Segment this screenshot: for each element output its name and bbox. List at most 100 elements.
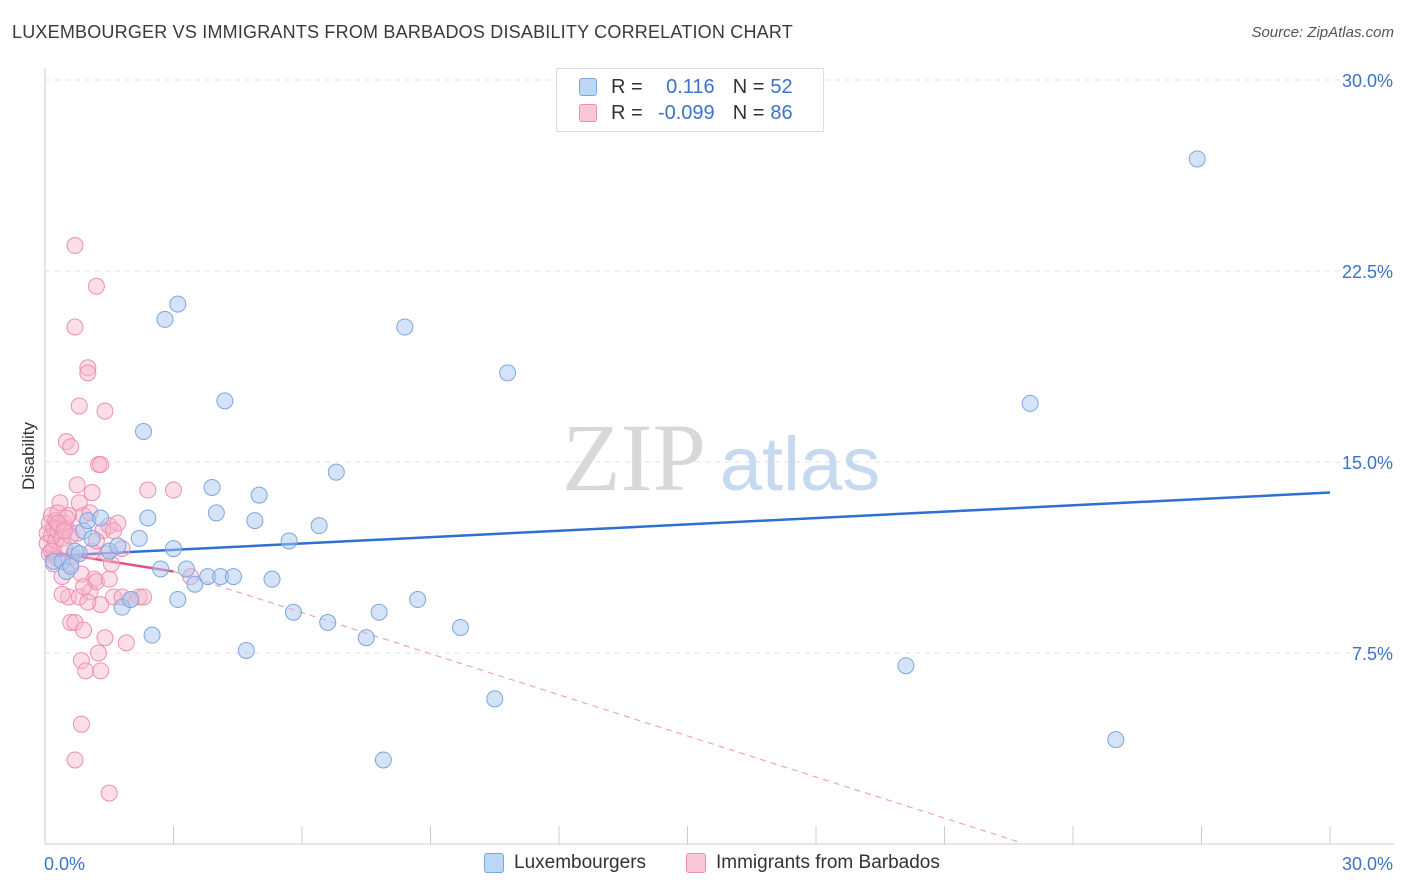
data-point-barbados bbox=[55, 522, 73, 540]
data-point-barbados bbox=[92, 662, 110, 680]
watermark: ZIP atlas bbox=[562, 404, 880, 511]
data-point-luxembourgers bbox=[310, 517, 328, 535]
data-point-luxembourgers bbox=[357, 629, 375, 647]
watermark-zip: ZIP bbox=[562, 404, 706, 511]
data-point-luxembourgers bbox=[319, 613, 337, 631]
data-point-barbados bbox=[66, 751, 84, 769]
data-point-barbados bbox=[49, 504, 67, 522]
data-point-barbados bbox=[72, 715, 90, 733]
data-point-luxembourgers bbox=[396, 318, 414, 336]
data-point-luxembourgers bbox=[152, 560, 170, 578]
data-point-barbados bbox=[62, 613, 80, 631]
data-point-luxembourgers bbox=[70, 545, 88, 563]
data-point-luxembourgers bbox=[156, 310, 174, 328]
legend-r-value: 0.116 bbox=[666, 75, 715, 98]
data-point-barbados bbox=[90, 644, 108, 662]
data-point-barbados bbox=[87, 573, 105, 591]
data-point-barbados bbox=[66, 318, 84, 336]
data-point-barbados bbox=[75, 578, 93, 596]
grid-lines bbox=[45, 79, 1394, 654]
points-luxembourgers bbox=[45, 150, 1206, 769]
data-point-luxembourgers bbox=[1021, 394, 1039, 412]
tick-labels: 7.5% 15.0% 22.5% 30.0% 0.0% 30.0% bbox=[44, 71, 1393, 874]
legend-r-label: R = bbox=[611, 75, 643, 98]
data-point-barbados bbox=[100, 570, 118, 588]
data-point-barbados bbox=[79, 359, 97, 377]
data-point-luxembourgers bbox=[135, 422, 153, 440]
data-point-barbados bbox=[87, 277, 105, 295]
legend-row-luxembourgers: R = 0.116 N = 52 bbox=[579, 74, 793, 100]
data-point-barbados bbox=[77, 662, 95, 680]
data-point-luxembourgers bbox=[177, 560, 195, 578]
data-point-barbados bbox=[96, 402, 114, 420]
data-point-luxembourgers bbox=[186, 575, 204, 593]
data-point-luxembourgers bbox=[139, 509, 157, 527]
data-point-luxembourgers bbox=[374, 751, 392, 769]
data-point-luxembourgers bbox=[263, 570, 281, 588]
data-point-barbados bbox=[70, 588, 88, 606]
series-legend-luxembourgers[interactable]: Luxembourgers bbox=[484, 852, 646, 874]
axes bbox=[44, 68, 1394, 845]
x-tick-label: 0.0% bbox=[44, 854, 85, 874]
data-point-luxembourgers bbox=[83, 529, 101, 547]
data-point-luxembourgers bbox=[92, 509, 110, 527]
data-point-luxembourgers bbox=[1107, 731, 1125, 749]
data-point-luxembourgers bbox=[486, 690, 504, 708]
y-tick-label: 7.5% bbox=[1352, 644, 1393, 664]
data-point-luxembourgers bbox=[109, 537, 127, 555]
series-legend: Luxembourgers Immigrants from Barbados bbox=[0, 850, 1406, 878]
data-point-barbados bbox=[165, 481, 182, 499]
y-tick-label: 30.0% bbox=[1342, 71, 1393, 91]
data-point-luxembourgers bbox=[237, 641, 255, 659]
data-point-luxembourgers bbox=[224, 568, 242, 586]
trend-lines bbox=[44, 491, 1331, 843]
data-point-luxembourgers bbox=[409, 591, 427, 609]
data-point-barbados bbox=[72, 652, 90, 670]
data-point-luxembourgers bbox=[250, 486, 268, 504]
legend-n-label: N = bbox=[732, 101, 765, 124]
trend-line-luxembourgers bbox=[44, 491, 1331, 558]
data-point-luxembourgers bbox=[165, 540, 182, 558]
x-tick-label: 30.0% bbox=[1342, 854, 1393, 874]
data-point-barbados bbox=[70, 397, 88, 415]
data-point-luxembourgers bbox=[451, 619, 469, 637]
data-point-luxembourgers bbox=[246, 512, 264, 530]
data-point-luxembourgers bbox=[207, 504, 225, 522]
data-point-barbados bbox=[100, 784, 118, 802]
correlation-legend: R = 0.116 N = 52 R = -0.099 N = 86 bbox=[556, 68, 824, 132]
trend-line-barbados-extended bbox=[173, 570, 1018, 843]
data-point-barbados bbox=[53, 585, 71, 603]
series-label-barbados: Immigrants from Barbados bbox=[716, 852, 940, 873]
data-point-barbados bbox=[139, 481, 157, 499]
legend-r-label: R = bbox=[611, 101, 643, 124]
data-point-barbados bbox=[79, 593, 97, 611]
series-swatch-pink bbox=[686, 853, 706, 873]
data-point-luxembourgers bbox=[897, 657, 915, 675]
points-barbados bbox=[38, 237, 200, 802]
data-point-barbados bbox=[66, 237, 84, 255]
data-point-barbados bbox=[83, 484, 101, 502]
legend-n-value: 52 bbox=[770, 75, 793, 98]
y-tick-label: 22.5% bbox=[1342, 262, 1393, 282]
legend-swatch-pink bbox=[579, 104, 597, 122]
data-point-luxembourgers bbox=[216, 392, 234, 410]
data-point-luxembourgers bbox=[169, 591, 187, 609]
legend-row-barbados: R = -0.099 N = 86 bbox=[579, 100, 793, 126]
data-point-luxembourgers bbox=[370, 603, 388, 621]
data-point-barbados bbox=[105, 522, 123, 540]
series-swatch-blue bbox=[484, 853, 504, 873]
chart-title: LUXEMBOURGER VS IMMIGRANTS FROM BARBADOS… bbox=[12, 22, 793, 42]
data-point-luxembourgers bbox=[122, 591, 140, 609]
series-legend-barbados[interactable]: Immigrants from Barbados bbox=[686, 852, 940, 874]
series-label-luxembourgers: Luxembourgers bbox=[514, 852, 647, 873]
data-point-barbados bbox=[75, 621, 93, 639]
data-point-barbados bbox=[68, 476, 86, 494]
data-point-barbados bbox=[79, 364, 97, 382]
data-point-luxembourgers bbox=[327, 463, 345, 481]
data-point-luxembourgers bbox=[284, 603, 302, 621]
data-point-barbados bbox=[70, 494, 88, 512]
legend-n-label: N = bbox=[732, 75, 765, 98]
data-point-luxembourgers bbox=[143, 626, 161, 644]
data-point-barbados bbox=[62, 438, 80, 456]
